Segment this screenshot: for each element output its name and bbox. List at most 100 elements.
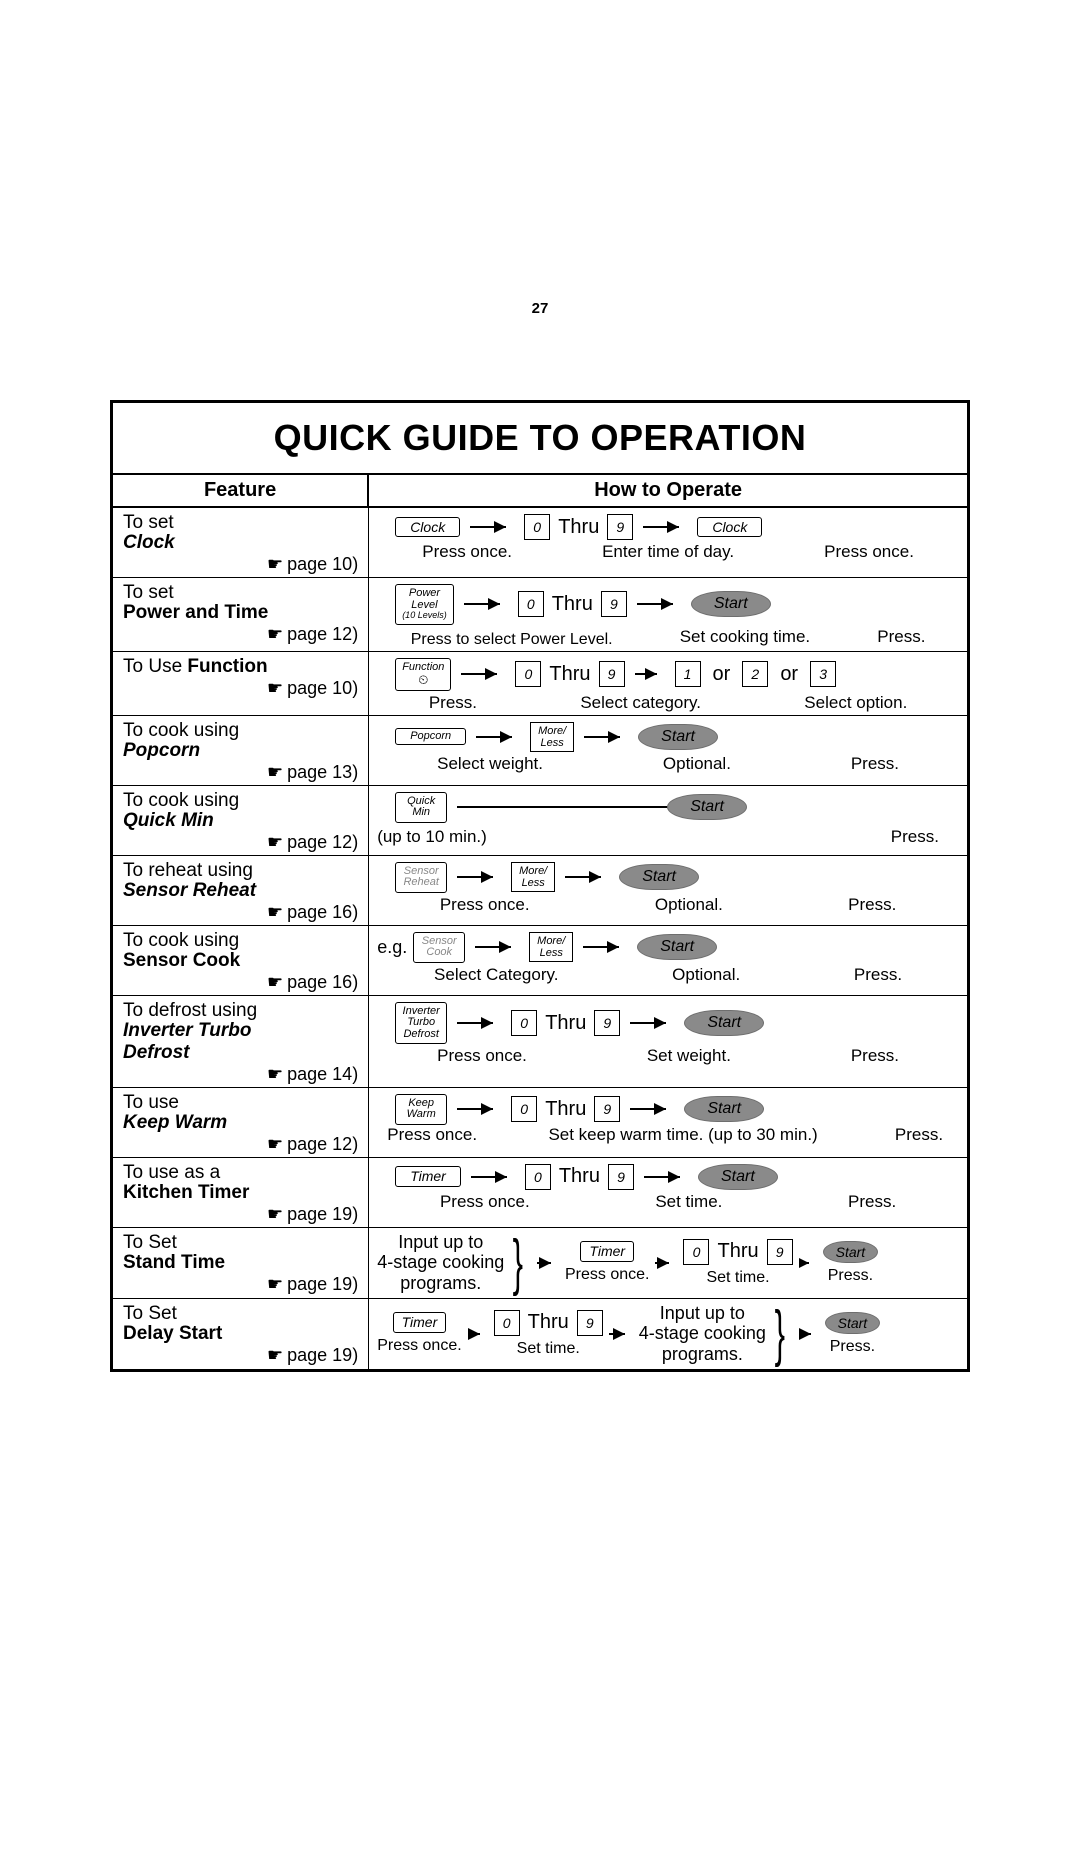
how-cell: Input up to4-stage cookingprograms. } Ti…: [369, 1228, 967, 1298]
arrow-icon: [471, 1170, 515, 1184]
caption: Press once.: [824, 542, 914, 562]
how-cell: Quick Min Start (up to 10 min.) Press.: [369, 786, 967, 855]
feature-name: Clock: [123, 532, 358, 554]
arrow-icon: [464, 597, 508, 611]
row-kitchen-timer: To use as a Kitchen Timer ☛page 19) Time…: [113, 1158, 967, 1228]
keep-warm-button: Keep Warm: [395, 1094, 447, 1125]
arrow-icon: [637, 597, 681, 611]
row-keep-warm: To use Keep Warm ☛page 12) Keep Warm: [113, 1088, 967, 1158]
arrow-icon: [643, 520, 687, 534]
page-number: 27: [0, 300, 1080, 317]
power-level-button: Power Level (10 Levels): [395, 584, 454, 625]
row-delay-start: To Set Delay Start ☛page 19) Timer Press…: [113, 1299, 967, 1369]
how-cell: e.g. Sensor Cook More/ Less: [369, 926, 967, 995]
popcorn-button: Popcorn: [395, 728, 466, 746]
option-digits: 1 or 2 or 3: [675, 661, 837, 687]
clock-button: Clock: [697, 517, 762, 538]
how-cell: Inverter Turbo Defrost 0 Thru 9: [369, 996, 967, 1087]
bracket-text: Input up to4-stage cookingprograms.: [377, 1232, 504, 1294]
arrow-icon: [630, 1102, 674, 1116]
start-button: Start: [825, 1312, 881, 1334]
title-bar: QUICK GUIDE TO OPERATION: [113, 403, 967, 473]
page-title: QUICK GUIDE TO OPERATION: [113, 417, 967, 459]
how-cell: Popcorn More/ Less Start Select weight. …: [369, 716, 967, 785]
how-cell: Timer 0 Thru 9 Start Press once. Set tim: [369, 1158, 967, 1227]
arrow-icon: [457, 1016, 501, 1030]
arrow-icon: [630, 1016, 674, 1030]
hand-icon: ☛: [267, 554, 283, 574]
brace-block: Input up to4-stage cookingprograms. }: [639, 1303, 793, 1365]
feature-name: Inverter TurboDefrost: [123, 1020, 358, 1064]
arrow-icon: [461, 667, 505, 681]
more-less-button: More/ Less: [511, 862, 555, 892]
eg-label: e.g.: [377, 937, 407, 958]
arrow-icon: [457, 870, 501, 884]
timer-button: Timer: [580, 1241, 634, 1262]
arrow-icon: [476, 730, 520, 744]
feature-cell: To use as a Kitchen Timer ☛page 19): [113, 1158, 369, 1227]
digit-range: 0 Thru 9: [683, 1239, 792, 1265]
more-less-button: More/ Less: [530, 722, 574, 752]
start-button: Start: [619, 864, 699, 890]
arrow-icon: [635, 667, 665, 681]
how-cell: Function ⏲ 0 Thru 9: [369, 652, 967, 715]
header-feature: Feature: [113, 475, 369, 506]
timer-button: Timer: [395, 1166, 461, 1187]
hand-icon: ☛: [267, 624, 283, 644]
feature-cell: To cook using Quick Min ☛page 12): [113, 786, 369, 855]
row-power-time: To set Power and Time ☛page 12) Power Le…: [113, 578, 967, 652]
feature-cell: To cook using Sensor Cook ☛page 16): [113, 926, 369, 995]
table-header: Feature How to Operate: [113, 475, 967, 508]
feature-cell: To Use Function ☛page 10): [113, 652, 369, 715]
arrow-icon: [565, 870, 609, 884]
timer-button: Timer: [393, 1312, 447, 1333]
start-button: Start: [638, 724, 718, 750]
row-stand-time: To Set Stand Time ☛page 19) Input up to4…: [113, 1228, 967, 1299]
row-function: To Use Function ☛page 10) Function ⏲ 0: [113, 652, 967, 716]
caption: Enter time of day.: [602, 542, 734, 562]
brace-icon: }: [773, 1315, 786, 1352]
page-ref: ☛page 12): [123, 624, 358, 645]
digit-9: 9: [607, 514, 633, 540]
sensor-reheat-button: Sensor Reheat: [395, 862, 447, 893]
row-sensor-cook: To cook using Sensor Cook ☛page 16) e.g.…: [113, 926, 967, 996]
start-button: Start: [684, 1010, 764, 1036]
caption: Press once.: [422, 542, 512, 562]
feature-name: Power and Time: [123, 602, 358, 624]
start-button: Start: [667, 794, 747, 820]
digit-range: 0 Thru 9: [524, 514, 633, 540]
arrow-icon: [799, 1256, 817, 1270]
page-ref: ☛page 10): [123, 678, 358, 699]
lead: To set: [123, 512, 358, 534]
header-how: How to Operate: [369, 475, 967, 506]
function-button: Function ⏲: [395, 658, 451, 691]
digit-range: 0 Thru 9: [494, 1310, 603, 1336]
sensor-cook-button: Sensor Cook: [413, 932, 465, 963]
arrow-icon: [655, 1256, 677, 1270]
how-cell: Keep Warm 0 Thru 9 Start: [369, 1088, 967, 1157]
how-cell: Clock 0 Thru 9 Clock: [369, 508, 967, 577]
feature-cell: To Set Stand Time ☛page 19): [113, 1228, 369, 1298]
thru-label: Thru: [558, 516, 599, 539]
start-button: Start: [684, 1096, 764, 1122]
arrow-icon: [644, 1170, 688, 1184]
feature-cell: To set Power and Time ☛page 12): [113, 578, 369, 651]
feature-cell: To defrost using Inverter TurboDefrost ☛…: [113, 996, 369, 1087]
feature-cell: To cook using Popcorn ☛page 13): [113, 716, 369, 785]
rows-container: To set Clock ☛page 10) Clock 0 Thru 9: [113, 508, 967, 1369]
quickmin-button: Quick Min: [395, 792, 447, 823]
digit-range: 0 Thru 9: [511, 1010, 620, 1036]
feature-cell: To use Keep Warm ☛page 12): [113, 1088, 369, 1157]
feature-cell: To Set Delay Start ☛page 19): [113, 1299, 369, 1369]
lead: To Use Function: [123, 656, 268, 677]
arrow-icon: [537, 1256, 559, 1270]
brace-block: Input up to4-stage cookingprograms. }: [377, 1232, 531, 1294]
digit-range: 0 Thru 9: [515, 661, 624, 687]
arrow-icon: [583, 940, 627, 954]
how-cell: Power Level (10 Levels) 0 Thru 9: [369, 578, 967, 651]
row-quickmin: To cook using Quick Min ☛page 12) Quick …: [113, 786, 967, 856]
arrow-icon: [457, 800, 657, 814]
how-cell: Timer Press once. 0 Thru 9 Set time.: [369, 1299, 967, 1369]
start-button: Start: [637, 934, 717, 960]
page-ref: ☛page 10): [123, 554, 358, 575]
